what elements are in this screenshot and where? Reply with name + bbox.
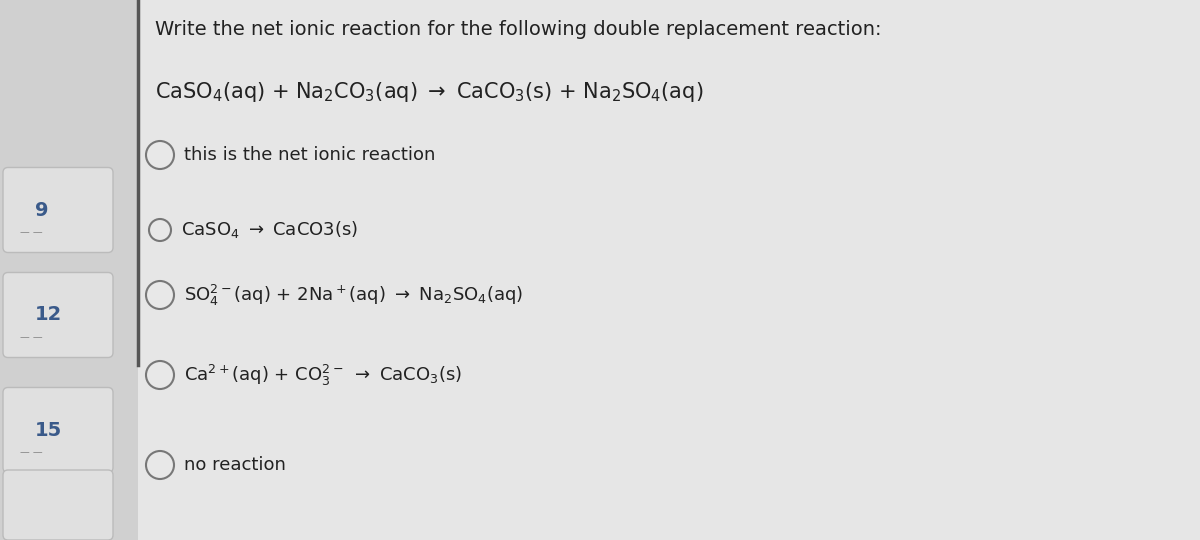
FancyBboxPatch shape [2,167,113,253]
FancyBboxPatch shape [2,388,113,472]
Circle shape [146,361,174,389]
FancyBboxPatch shape [0,0,138,540]
Circle shape [146,141,174,169]
FancyBboxPatch shape [2,470,113,540]
Text: 9: 9 [35,200,48,219]
Circle shape [146,451,174,479]
Text: — —: — — [20,332,43,342]
Text: Ca$^{2+}$(aq) + CO$_3^{2-}$ $\rightarrow$ CaCO$_3$(s): Ca$^{2+}$(aq) + CO$_3^{2-}$ $\rightarrow… [184,362,462,388]
Text: 15: 15 [35,421,62,440]
Circle shape [146,281,174,309]
Text: — —: — — [20,227,43,237]
Text: CaSO$_4$(aq) + Na$_2$CO$_3$(aq) $\rightarrow$ CaCO$_3$(s) + Na$_2$SO$_4$(aq): CaSO$_4$(aq) + Na$_2$CO$_3$(aq) $\righta… [155,80,703,104]
Text: 12: 12 [35,306,62,325]
Text: no reaction: no reaction [184,456,286,474]
Text: SO$_4^{2-}$(aq) + 2Na$^+$(aq) $\rightarrow$ Na$_2$SO$_4$(aq): SO$_4^{2-}$(aq) + 2Na$^+$(aq) $\rightarr… [184,282,523,308]
Text: — —: — — [20,447,43,457]
FancyBboxPatch shape [2,273,113,357]
Text: this is the net ionic reaction: this is the net ionic reaction [184,146,436,164]
Text: Write the net ionic reaction for the following double replacement reaction:: Write the net ionic reaction for the fol… [155,20,882,39]
FancyBboxPatch shape [138,0,1200,540]
Circle shape [149,219,172,241]
Text: CaSO$_4$ $\rightarrow$ CaCO3(s): CaSO$_4$ $\rightarrow$ CaCO3(s) [181,219,358,240]
